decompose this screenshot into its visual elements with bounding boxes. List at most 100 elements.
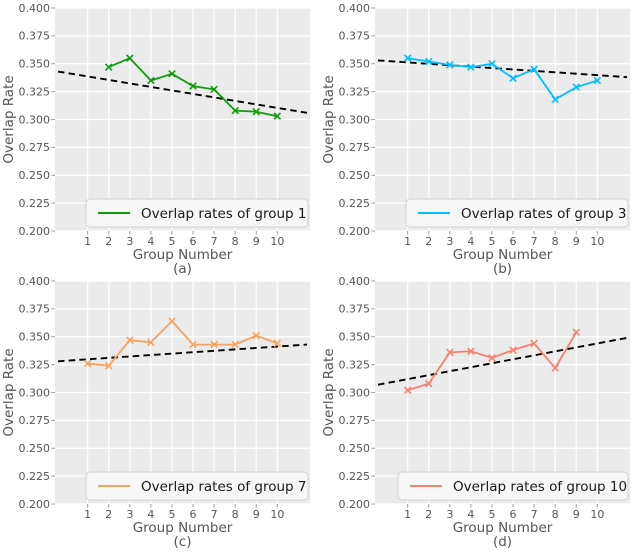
x-tick-label: 8: [552, 235, 559, 248]
subplot-caption: (d): [493, 534, 512, 550]
x-tick-label: 10: [270, 508, 284, 521]
x-tick-label: 4: [147, 508, 154, 521]
y-axis-label: Overlap Rate: [1, 348, 17, 436]
subplot-caption: (b): [493, 261, 512, 277]
chart-svg-d: Overlap rates of group 10 0.400 0.375 0.350…: [321, 277, 630, 550]
y-tick-label: 0.225: [19, 470, 51, 483]
y-tick-label: 0.250: [19, 169, 51, 182]
x-tick-label: 6: [190, 235, 197, 248]
y-tick-label: 0.400: [339, 277, 371, 288]
subplot-caption: (c): [174, 534, 192, 550]
x-tick-label: 2: [105, 508, 112, 521]
x-tick-label: 7: [531, 508, 538, 521]
x-tick-label: 8: [232, 508, 239, 521]
y-axis-ticks: 0.400 0.375 0.350 0.325 0.300 0.275 0.250 0.225…: [19, 2, 55, 238]
y-tick-label: 0.350: [339, 58, 371, 71]
y-tick-label: 0.200: [19, 225, 51, 238]
x-tick-label: 5: [488, 235, 495, 248]
x-tick-label: 1: [404, 508, 411, 521]
x-tick-label: 1: [84, 508, 91, 521]
legend: Overlap rates of group 10: [397, 471, 629, 501]
legend: Overlap rates of group 1: [85, 198, 309, 228]
x-tick-label: 8: [232, 235, 239, 248]
y-tick-label: 0.300: [19, 386, 51, 399]
y-tick-label: 0.250: [339, 442, 371, 455]
y-axis-ticks: 0.400 0.375 0.350 0.325 0.300 0.275 0.250 0.225…: [339, 277, 375, 511]
x-tick-label: 4: [467, 235, 474, 248]
subplot-c: Overlap rates of group 7 0.400 0.375 0.350 0…: [0, 277, 320, 553]
y-tick-label: 0.275: [19, 141, 51, 154]
x-tick-label: 9: [253, 235, 260, 248]
x-tick-label: 3: [446, 508, 453, 521]
x-tick-label: 4: [467, 508, 474, 521]
x-axis-ticks: 1 2 3 4 5 6 7 8 9 10: [84, 504, 284, 521]
subplot-d: Overlap rates of group 10 0.400 0.375 0.350…: [320, 277, 640, 553]
x-tick-label: 3: [446, 235, 453, 248]
y-tick-label: 0.200: [19, 498, 51, 511]
legend-label: Overlap rates of group 7: [141, 479, 307, 495]
x-axis-ticks: 1 2 3 4 5 6 7 8 9 10: [404, 504, 604, 521]
x-tick-label: 10: [590, 508, 604, 521]
x-tick-label: 2: [105, 235, 112, 248]
legend-box: [405, 198, 629, 228]
subplot-b: Overlap rates of group 3 0.400 0.375 0.350 0…: [320, 0, 640, 277]
x-tick-label: 9: [573, 508, 580, 521]
x-axis-label: Group Number: [453, 247, 553, 263]
y-tick-label: 0.325: [19, 358, 51, 371]
series-markers: [83, 317, 282, 370]
legend-box: [85, 198, 309, 228]
subplot-caption: (a): [173, 261, 192, 277]
legend-label: Overlap rates of group 10: [453, 479, 627, 495]
y-tick-label: 0.300: [339, 386, 371, 399]
chart-svg-b: Overlap rates of group 3 0.400 0.375 0.350 0…: [321, 2, 630, 277]
y-tick-label: 0.250: [19, 442, 51, 455]
legend: Overlap rates of group 7: [85, 471, 309, 501]
y-tick-label: 0.325: [339, 85, 371, 98]
x-tick-label: 2: [425, 235, 432, 248]
series-line: [87, 320, 278, 367]
y-tick-label: 0.375: [19, 303, 51, 316]
y-axis-label: Overlap Rate: [321, 348, 337, 436]
y-tick-label: 0.300: [19, 113, 51, 126]
x-tick-label: 3: [126, 235, 133, 248]
x-tick-label: 9: [253, 508, 260, 521]
series-markers: [104, 54, 282, 120]
x-axis-ticks: 1 2 3 4 5 6 7 8 9 10: [404, 231, 604, 248]
y-tick-label: 0.275: [339, 414, 371, 427]
y-tick-label: 0.225: [19, 197, 51, 210]
y-tick-label: 0.200: [339, 225, 371, 238]
y-tick-label: 0.400: [339, 2, 371, 15]
x-axis-label: Group Number: [133, 520, 233, 536]
y-axis-ticks: 0.400 0.375 0.350 0.325 0.300 0.275 0.250 0.225…: [19, 277, 55, 511]
trend-line: [57, 343, 308, 363]
y-tick-label: 0.250: [339, 169, 371, 182]
x-tick-label: 7: [211, 508, 218, 521]
x-tick-label: 7: [211, 235, 218, 248]
x-tick-label: 6: [510, 508, 517, 521]
chart-svg-c: Overlap rates of group 70.4000.3750.3500…: [1, 277, 310, 550]
y-tick-label: 0.225: [339, 197, 371, 210]
x-tick-label: 3: [126, 508, 133, 521]
legend-box: [85, 471, 309, 501]
y-tick-label: 0.225: [339, 470, 371, 483]
y-tick-label: 0.375: [339, 30, 371, 43]
y-tick-label: 0.300: [339, 113, 371, 126]
x-tick-label: 10: [590, 235, 604, 248]
x-tick-label: 2: [425, 508, 432, 521]
grid-lines: [375, 7, 630, 232]
x-tick-label: 6: [510, 235, 517, 248]
x-tick-label: 1: [404, 235, 411, 248]
series-markers: [403, 54, 602, 104]
legend-label: Overlap rates of group 1: [141, 206, 307, 222]
y-tick-label: 0.325: [339, 358, 371, 371]
x-tick-label: 9: [573, 235, 580, 248]
legend-label: Overlap rates of group 3: [461, 206, 627, 222]
y-tick-label: 0.375: [339, 303, 371, 316]
x-tick-label: 8: [552, 508, 559, 521]
x-tick-label: 5: [168, 508, 175, 521]
y-tick-label: 0.275: [19, 414, 51, 427]
x-tick-label: 4: [147, 235, 154, 248]
x-tick-label: 6: [190, 508, 197, 521]
subplot-a: Overlap rates of group 1 0.400 0.375 0.350 0…: [0, 0, 320, 277]
